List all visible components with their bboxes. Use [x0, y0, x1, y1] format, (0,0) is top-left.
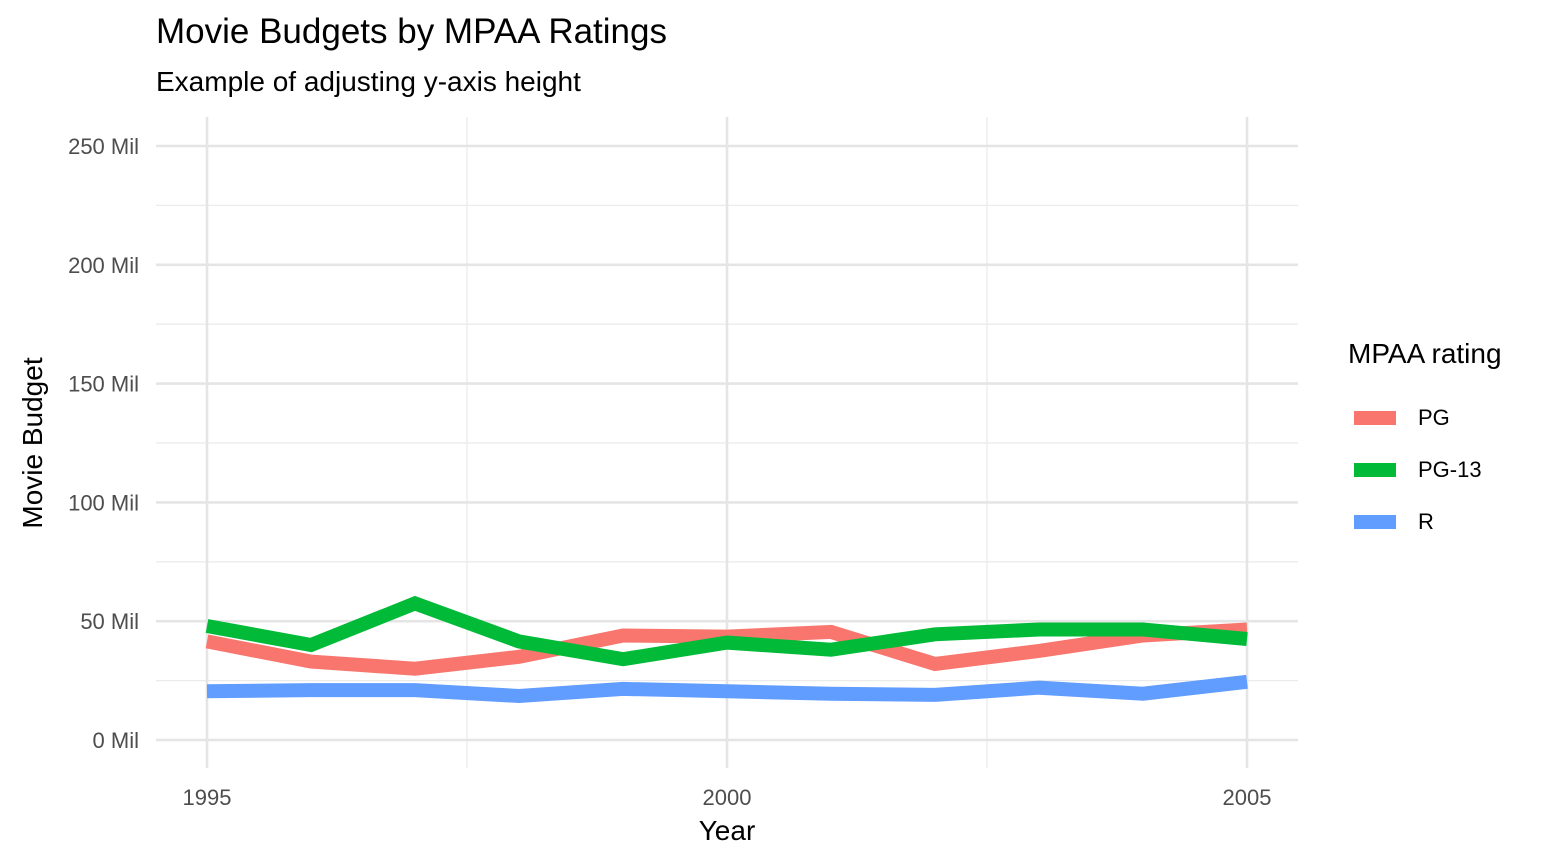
x-axis-title: Year	[699, 815, 756, 846]
y-tick-label: 0 Mil	[93, 728, 139, 753]
legend-key-pg-13	[1354, 463, 1396, 477]
series-line-r	[206, 674, 1248, 704]
legend-label-r: R	[1418, 509, 1434, 534]
y-tick-label: 50 Mil	[80, 609, 139, 634]
x-tick-label: 2005	[1223, 785, 1272, 810]
legend-item-pg-13: PG-13	[1348, 444, 1502, 496]
legend-key-r	[1354, 515, 1396, 529]
legend-label-pg-13: PG-13	[1418, 457, 1482, 482]
legend-item-r: R	[1348, 496, 1502, 548]
y-tick-labels: 0 Mil 50 Mil 100 Mil 150 Mil 200 Mil 250 Mil	[68, 134, 139, 753]
series-line-pg-13	[205, 595, 1248, 667]
y-tick-label: 150 Mil	[68, 372, 139, 397]
legend: MPAA rating PG PG-13 R	[1348, 338, 1502, 548]
legend-key-pg	[1354, 411, 1396, 425]
x-tick-labels: 1995 2000 2005	[183, 785, 1272, 810]
y-tick-label: 200 Mil	[68, 253, 139, 278]
y-axis-title: Movie Budget	[17, 357, 48, 528]
legend-item-pg: PG	[1348, 392, 1502, 444]
legend-label-pg: PG	[1418, 405, 1450, 430]
series-lines	[205, 595, 1248, 704]
grid-lines	[156, 117, 1298, 768]
chart-subtitle: Example of adjusting y-axis height	[156, 66, 581, 97]
y-tick-label: 250 Mil	[68, 134, 139, 159]
legend-title: MPAA rating	[1348, 338, 1502, 369]
chart-title: Movie Budgets by MPAA Ratings	[156, 12, 667, 51]
x-tick-label: 2000	[703, 785, 752, 810]
y-tick-label: 100 Mil	[68, 490, 139, 515]
x-tick-label: 1995	[183, 785, 232, 810]
